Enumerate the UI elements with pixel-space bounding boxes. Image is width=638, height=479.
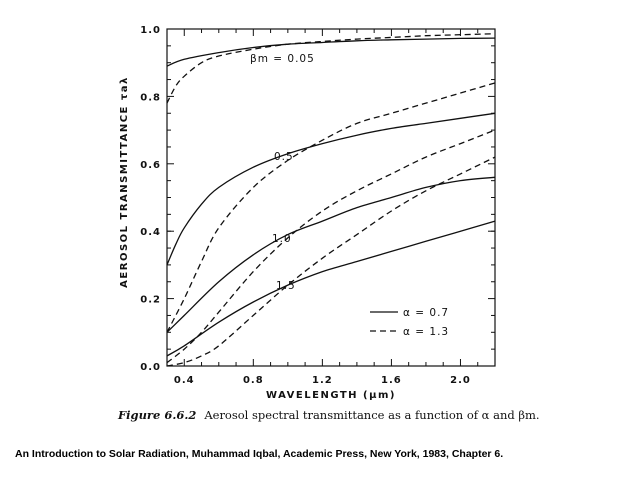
legend-label-solid: α = 0.7 bbox=[403, 307, 449, 319]
figure-caption: Figure 6.6.2 Aerosol spectral transmittan… bbox=[118, 408, 540, 422]
curve-solid-beta-15 bbox=[166, 220, 496, 357]
legend-label-dashed: α = 1.3 bbox=[403, 326, 449, 338]
curve-solid-beta-005 bbox=[166, 37, 496, 67]
curve-dashed-beta-005 bbox=[166, 33, 496, 104]
curve-label-beta-10: 1.0 bbox=[272, 233, 292, 245]
curve-dashed-beta-15 bbox=[166, 156, 496, 367]
source-citation: An Introduction to Solar Radiation, Muha… bbox=[15, 448, 504, 460]
curves bbox=[166, 33, 496, 367]
transmittance-chart: 0.0 0.2 0.4 0.6 0.8 1.0 0.4 0.8 1.2 1.6 2.0 AEROS… bbox=[119, 25, 496, 401]
x-tick-label: 2.0 bbox=[450, 375, 471, 386]
y-tick-label: 0.4 bbox=[140, 227, 161, 238]
curve-solid-beta-05 bbox=[166, 112, 496, 266]
curve-solid-beta-1 bbox=[166, 176, 496, 333]
y-axis-ticks: 0.0 0.2 0.4 0.6 0.8 1.0 bbox=[140, 25, 495, 373]
curve-label-beta-15: 1.5 bbox=[276, 280, 296, 292]
y-tick-label: 0.2 bbox=[140, 295, 161, 306]
x-tick-label: 0.8 bbox=[243, 375, 264, 386]
caption-text: Aerosol spectral transmittance as a func… bbox=[204, 408, 540, 422]
x-tick-label: 1.2 bbox=[312, 375, 333, 386]
x-axis-ticks: 0.4 0.8 1.2 1.6 2.0 bbox=[166, 29, 496, 386]
curve-dashed-beta-05 bbox=[166, 82, 496, 333]
curve-dashed-beta-1 bbox=[166, 129, 496, 364]
y-axis-title: AEROSOL TRANSMITTANCE τaλ bbox=[119, 76, 130, 288]
y-tick-label: 0.0 bbox=[140, 362, 161, 373]
y-tick-label: 0.6 bbox=[140, 160, 161, 171]
legend: α = 0.7 α = 1.3 bbox=[370, 307, 449, 338]
curve-label-beta-05: 0.5 bbox=[274, 151, 294, 163]
figure-label: Figure 6.6.2 bbox=[118, 408, 197, 422]
curve-label-beta-005: βm = 0.05 bbox=[250, 53, 315, 65]
x-axis-title: WAVELENGTH (μm) bbox=[266, 390, 396, 401]
y-tick-label: 0.8 bbox=[140, 92, 161, 103]
x-tick-label: 1.6 bbox=[381, 375, 402, 386]
y-tick-label: 1.0 bbox=[140, 25, 161, 36]
x-tick-label: 0.4 bbox=[174, 375, 195, 386]
